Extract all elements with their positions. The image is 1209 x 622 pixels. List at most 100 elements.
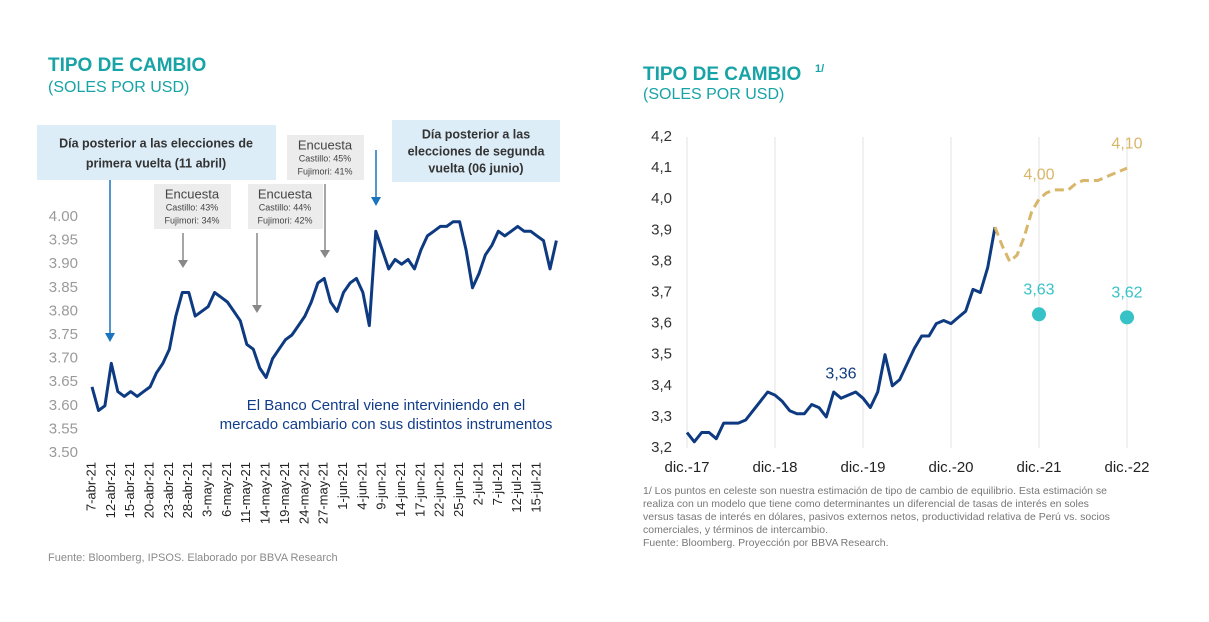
- y-tick-label: 3,3: [651, 408, 672, 425]
- data-label: 4,00: [1023, 166, 1054, 183]
- x-tick-label: 3-may-21: [200, 462, 215, 517]
- line: [685, 226, 997, 444]
- annotation-box: [248, 184, 323, 229]
- x-tick-label: 24-may-21: [296, 462, 311, 524]
- arrow-head: [371, 197, 381, 206]
- annotation: El Banco Central viene interviniendo en …: [247, 397, 526, 414]
- x-tick-label: 28-abr-21: [180, 462, 195, 518]
- y-tick-label: 4,1: [651, 159, 672, 176]
- annotation: vuelta (06 junio): [428, 161, 523, 175]
- arrow-head: [178, 260, 188, 268]
- annotation: Encuesta: [298, 137, 353, 152]
- annotation: Castillo: 45%: [299, 153, 352, 163]
- x-tick-label: dic.-20: [928, 459, 973, 476]
- annotation: Fujimori: 41%: [297, 166, 352, 176]
- x-tick-label: dic.-21: [1016, 459, 1061, 476]
- x-tick-label: 12-jul-21: [509, 462, 524, 513]
- line: [90, 220, 558, 412]
- x-tick-label: 20-abr-21: [141, 462, 156, 518]
- annotation: Fujimori: 42%: [257, 215, 312, 225]
- chart-subtitle: (SOLES POR USD): [643, 86, 784, 103]
- annotation-box: [154, 184, 231, 229]
- x-tick-label: 15-jul-21: [528, 462, 543, 513]
- annotation: Castillo: 44%: [259, 202, 312, 212]
- annotation-shapes: [37, 120, 560, 342]
- y-tick-label: 4.00: [49, 208, 78, 225]
- y-tick-label: 3,7: [651, 283, 672, 300]
- chart-title: TIPO DE CAMBIO: [643, 64, 801, 85]
- x-tick-label: 2-jul-21: [470, 462, 485, 505]
- annotation-box: [37, 125, 276, 180]
- y-tick-label: 3.60: [49, 397, 78, 414]
- annotation: Fujimori: 34%: [164, 215, 219, 225]
- footnote: comerciales, y términos de intercambio.: [643, 524, 828, 536]
- y-tick-label: 3,8: [651, 252, 672, 269]
- y-tick-label: 3,5: [651, 346, 672, 363]
- chart-title: TIPO DE CAMBIO: [48, 55, 206, 76]
- footnote: Fuente: Bloomberg. Proyección por BBVA R…: [643, 537, 889, 549]
- x-tick-label: 11-may-21: [238, 462, 253, 523]
- y-tick-label: 3,4: [651, 377, 672, 394]
- x-tick-label: 4-jun-21: [354, 462, 369, 510]
- arrow-head: [320, 250, 330, 258]
- annotation: Día posterior a las elecciones de: [59, 136, 253, 150]
- x-tick-label: 17-jun-21: [412, 462, 427, 517]
- annotation-box: [287, 135, 364, 180]
- point: [1120, 310, 1134, 325]
- x-tick-label: 22-jun-21: [432, 462, 447, 517]
- y-tick-label: 3.80: [49, 302, 78, 319]
- x-tick-label: 14-jun-21: [393, 462, 408, 517]
- x-tick-label: 19-may-21: [277, 462, 292, 524]
- annotation: elecciones de segunda: [408, 144, 546, 158]
- x-tick-label: 7-jul-21: [490, 462, 505, 505]
- y-tick-label: 3.55: [49, 420, 78, 437]
- x-tick-label: dic.-18: [752, 459, 797, 476]
- x-tick-label: 1-jun-21: [335, 462, 350, 510]
- y-tick-label: 3,6: [651, 315, 672, 332]
- x-tick-label: 7-abr-21: [83, 462, 98, 511]
- annotation: Castillo: 43%: [166, 202, 219, 212]
- line: [993, 166, 1128, 263]
- y-tick-label: 3.90: [49, 255, 78, 272]
- data-label: 4,10: [1111, 135, 1142, 152]
- annotation: Día posterior a las: [422, 127, 530, 141]
- title-note: 1/: [815, 63, 824, 75]
- x-tick-label: dic.-22: [1104, 459, 1149, 476]
- y-tick-label: 3.85: [49, 279, 78, 296]
- x-tick-label: 23-abr-21: [161, 462, 176, 518]
- source: Fuente: Bloomberg, IPSOS. Elaborado por …: [48, 552, 338, 564]
- y-tick-label: 3.95: [49, 232, 78, 249]
- annotation: Encuesta: [165, 186, 220, 201]
- y-tick-label: 4,0: [651, 190, 672, 207]
- y-tick-label: 3.65: [49, 373, 78, 390]
- x-tick-label: dic.-17: [664, 459, 709, 476]
- footnote: 1/ Los puntos en celeste son nuestra est…: [643, 485, 1107, 497]
- y-tick-label: 3.50: [49, 444, 78, 461]
- x-tick-label: 12-abr-21: [103, 462, 118, 518]
- arrow-head: [105, 333, 115, 342]
- x-tick-label: dic.-19: [840, 459, 885, 476]
- y-tick-label: 3.70: [49, 350, 78, 367]
- annotation-box: [392, 120, 560, 182]
- x-tick-label: 6-may-21: [219, 462, 234, 517]
- data-label: 3,36: [825, 365, 856, 382]
- y-tick-label: 4,2: [651, 128, 672, 145]
- footnote: realiza con un modelo que tiene como det…: [643, 498, 1089, 510]
- annotation: primera vuelta (11 abril): [86, 156, 226, 170]
- data-label: 3,62: [1111, 285, 1142, 302]
- y-tick-label: 3,9: [651, 221, 672, 238]
- x-tick-label: 14-may-21: [258, 462, 273, 524]
- annotation: mercado cambiario con sus distintos inst…: [220, 416, 553, 433]
- annotation: Encuesta: [258, 186, 313, 201]
- y-tick-label: 3.75: [49, 326, 78, 343]
- x-tick-label: 25-jun-21: [451, 462, 466, 517]
- chart-subtitle: (SOLES POR USD): [48, 79, 189, 96]
- x-tick-label: 15-abr-21: [122, 462, 137, 518]
- point: [1032, 307, 1046, 322]
- y-tick-label: 3,2: [651, 439, 672, 456]
- footnote: versus tasas de interés en dólares, pasi…: [643, 511, 1110, 523]
- arrow-head: [252, 305, 262, 313]
- x-tick-label: 9-jun-21: [374, 462, 389, 510]
- x-tick-label: 27-may-21: [316, 462, 331, 524]
